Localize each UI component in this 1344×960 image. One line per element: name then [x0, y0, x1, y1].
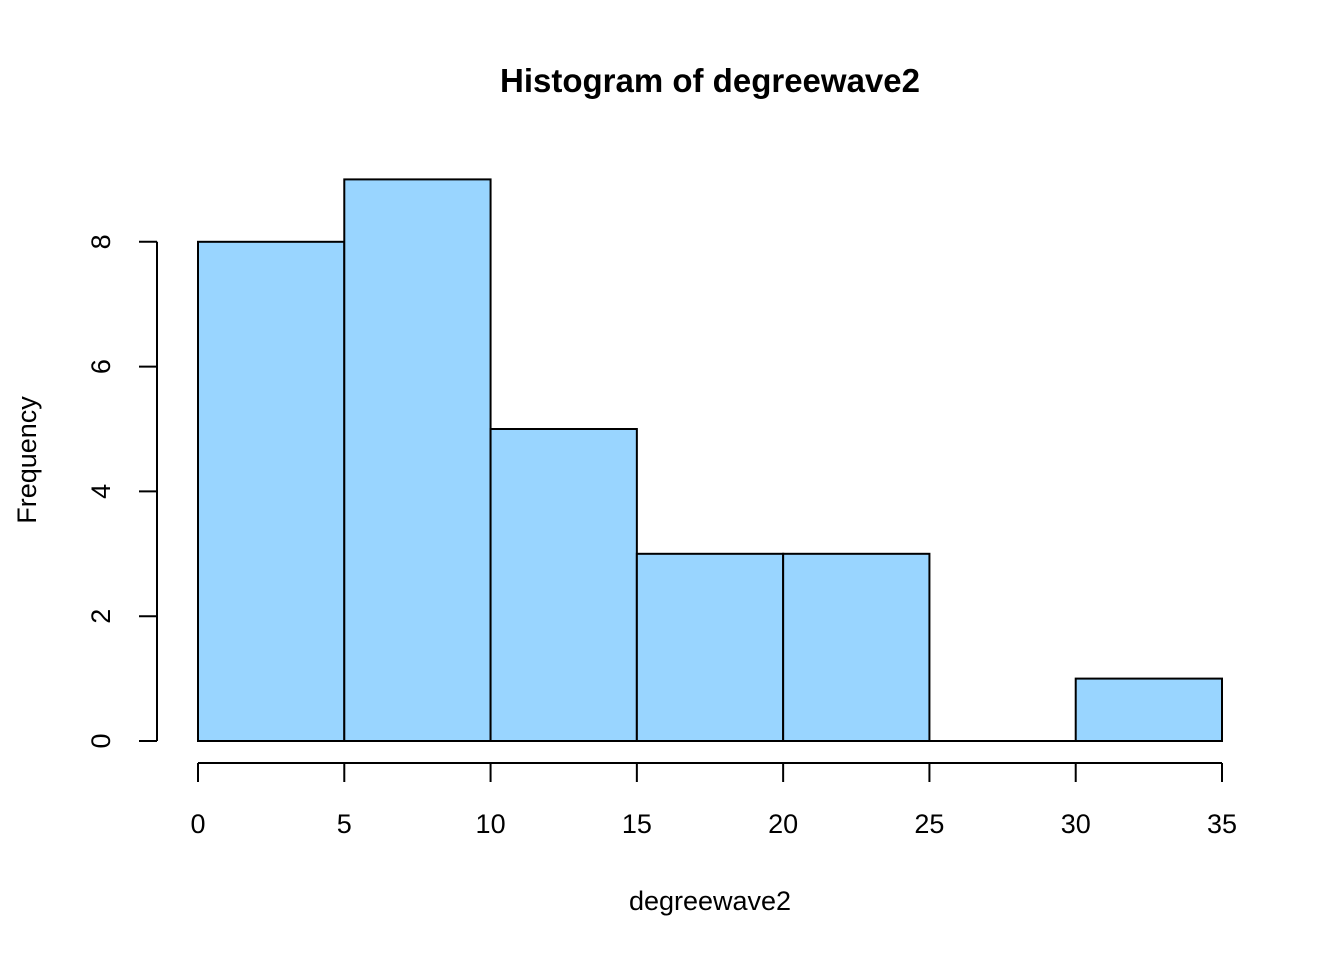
y-tick-label-2: 4 [86, 484, 116, 499]
x-tick-label-7: 35 [1207, 809, 1237, 839]
y-tick-label-1: 2 [86, 609, 116, 624]
x-tick-label-2: 10 [476, 809, 506, 839]
x-tick-label-1: 5 [337, 809, 352, 839]
histogram-bar-1 [343, 178, 492, 742]
histogram-bar-6 [1074, 677, 1223, 742]
bars-group [197, 178, 1223, 743]
x-axis: 0 5 10 15 20 25 30 35 [190, 762, 1237, 839]
chart-title: Histogram of degreewave2 [500, 62, 920, 99]
histogram-bar-3 [635, 552, 785, 742]
x-tick-label-6: 30 [1061, 809, 1091, 839]
histogram-bar-4 [782, 552, 931, 742]
x-tick-label-5: 25 [914, 809, 944, 839]
histogram-bar-2 [489, 428, 638, 742]
x-tick-label-3: 15 [622, 809, 652, 839]
x-tick-label-4: 20 [768, 809, 798, 839]
y-tick-label-0: 0 [86, 733, 116, 748]
x-axis-label: degreewave2 [629, 886, 791, 916]
histogram-bar-0 [197, 240, 346, 743]
y-tick-label-3: 6 [86, 359, 116, 374]
x-tick-label-0: 0 [190, 809, 205, 839]
y-axis-label: Frequency [12, 396, 42, 524]
y-tick-label-4: 8 [86, 234, 116, 249]
y-axis: 0 2 4 6 8 [86, 234, 158, 749]
